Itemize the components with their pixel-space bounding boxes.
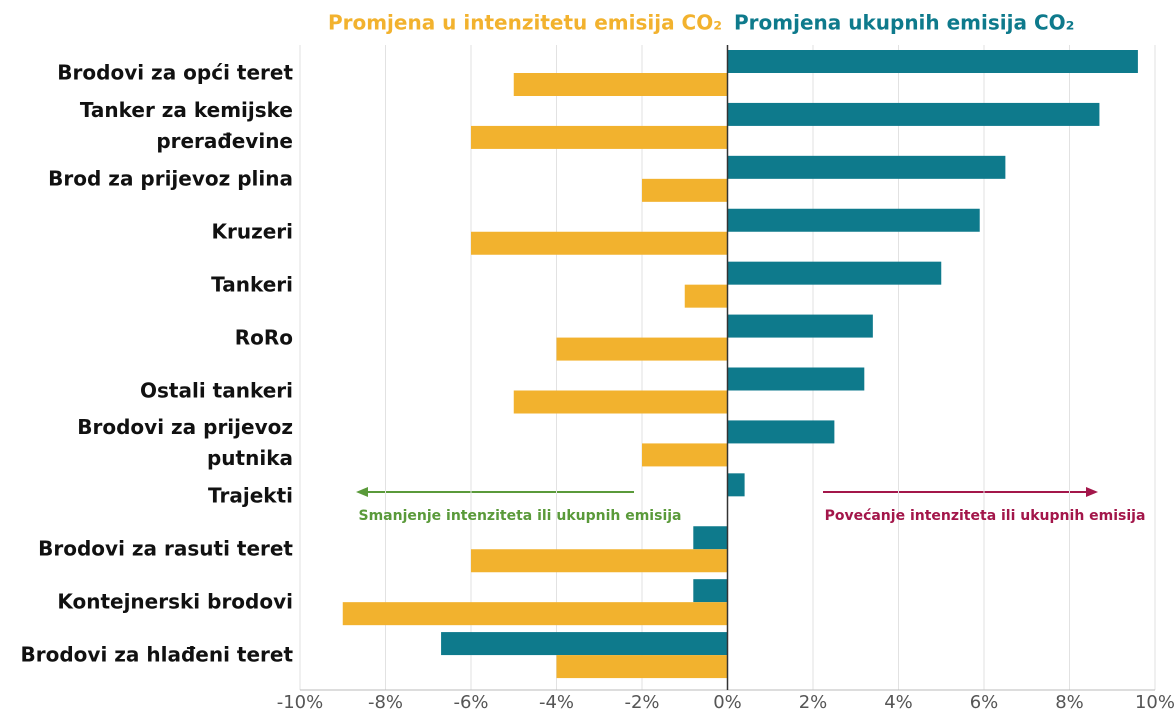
bar xyxy=(556,337,728,361)
x-tick-label: 10% xyxy=(1135,692,1174,713)
bar xyxy=(727,155,1006,179)
bar xyxy=(342,602,728,626)
bar xyxy=(513,390,728,414)
bar xyxy=(727,208,980,232)
x-tick-label: -8% xyxy=(368,692,403,713)
legend-entry: Promjena u intenzitetu emisija CO₂ xyxy=(328,11,722,35)
category-label: Tankeri xyxy=(211,272,293,297)
bar xyxy=(727,473,745,497)
x-tick-label: 2% xyxy=(799,692,828,713)
legend-entry: Promjena ukupnih emisija CO₂ xyxy=(734,11,1074,35)
arrow-head xyxy=(1086,487,1098,497)
bar xyxy=(642,443,728,467)
category-label: Kruzeri xyxy=(211,219,293,244)
bar xyxy=(471,549,728,573)
x-tick-label: -4% xyxy=(539,692,574,713)
x-tick-label: 0% xyxy=(713,692,742,713)
x-tick-label: -6% xyxy=(453,692,488,713)
x-tick-label: -10% xyxy=(277,692,324,713)
category-label: Brodovi za hlađeni teret xyxy=(20,642,294,667)
category-label: RoRo xyxy=(234,325,293,350)
bar xyxy=(513,73,728,96)
category-label: Brod za prijevoz plina xyxy=(48,166,293,191)
category-label: Kontejnerski brodovi xyxy=(57,589,293,614)
category-label: Brodovi za opći teret xyxy=(57,60,293,85)
annotation: Povećanje intenziteta ili ukupnih emisij… xyxy=(825,508,1146,524)
bar xyxy=(727,50,1138,73)
bar xyxy=(727,102,1100,126)
category-label: Brodovi za prijevoz putnika xyxy=(77,415,293,471)
bar xyxy=(727,420,835,444)
bar xyxy=(684,284,728,308)
bar xyxy=(642,178,728,202)
bar xyxy=(693,579,728,603)
x-tick-label: 6% xyxy=(970,692,999,713)
bar xyxy=(693,526,728,550)
bar xyxy=(471,231,728,255)
bar xyxy=(441,632,728,656)
bar xyxy=(556,655,728,679)
category-label: Ostali tankeri xyxy=(140,378,293,402)
category-label: Brodovi za rasuti teret xyxy=(38,536,293,561)
category-label: Trajekti xyxy=(208,483,293,508)
bar xyxy=(471,125,728,149)
x-tick-label: -2% xyxy=(624,692,659,713)
bar xyxy=(727,314,873,338)
x-tick-label: 8% xyxy=(1055,692,1084,713)
x-tick-label: 4% xyxy=(884,692,913,713)
category-label: Tanker za kemijske prerađevine xyxy=(79,97,293,153)
bar xyxy=(727,367,865,391)
bar xyxy=(727,261,942,285)
annotation: Smanjenje intenziteta ili ukupnih emisij… xyxy=(359,508,682,524)
arrow-head xyxy=(356,487,368,497)
